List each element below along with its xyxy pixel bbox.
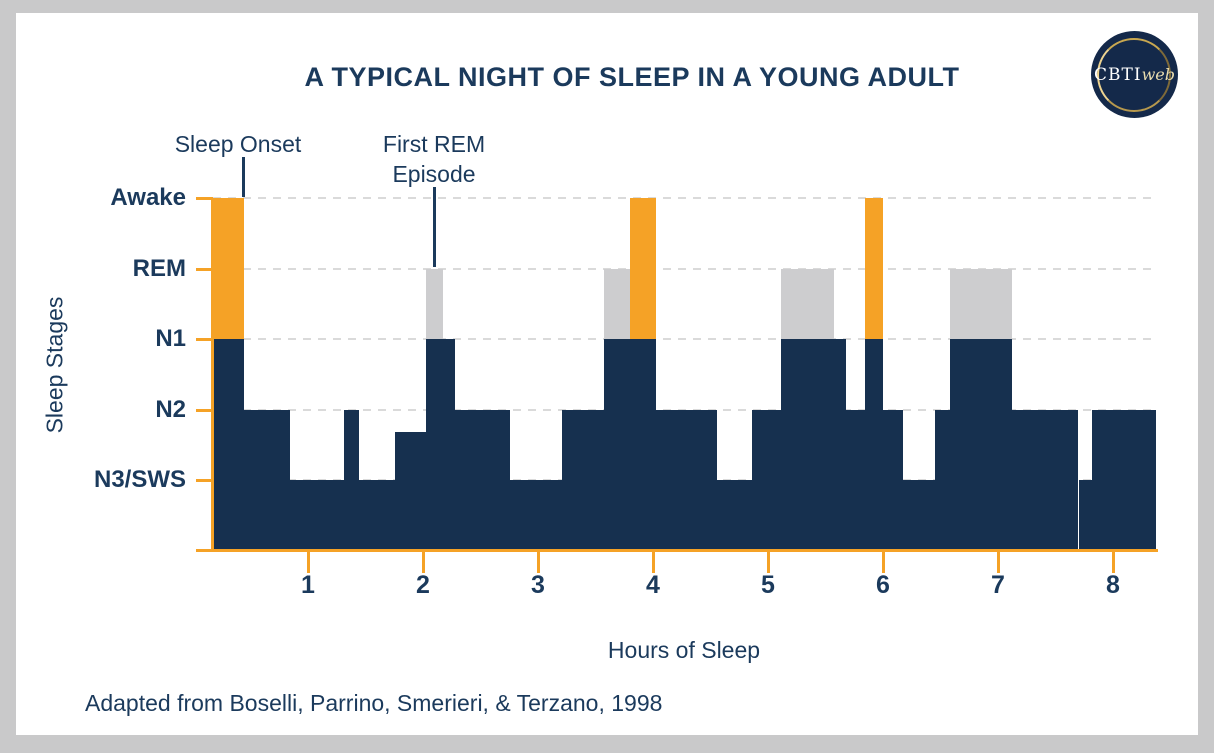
- chart-title: A TYPICAL NIGHT OF SLEEP IN A YOUNG ADUL…: [304, 62, 960, 92]
- x-tick: [767, 551, 770, 573]
- sleep-depth-segment: [780, 339, 847, 551]
- y-tick: [196, 408, 213, 412]
- sleep-depth-segment: [1092, 409, 1156, 551]
- annotation-first-rem-line1: First REM: [382, 131, 486, 157]
- y-tick: [196, 338, 213, 342]
- hour-label: 5: [761, 571, 775, 599]
- awake-episode-bar: [864, 198, 883, 340]
- stage-label: N3/SWS: [93, 466, 186, 494]
- sleep-depth-segment: [751, 409, 781, 551]
- annotation-sleep-onset-line: [242, 157, 245, 197]
- sleep-depth-segment: [603, 339, 657, 551]
- y-tick: [196, 479, 213, 483]
- x-tick: [1112, 551, 1115, 573]
- gridline: [213, 338, 1155, 341]
- sleep-depth-segment: [395, 432, 427, 551]
- sleep-depth-segment: [1078, 480, 1093, 551]
- x-tick: [422, 551, 425, 573]
- awake-episode-bar: [212, 198, 244, 340]
- y-axis-title: Sleep Stages: [41, 296, 68, 434]
- sleep-depth-segment: [243, 409, 290, 551]
- sleep-depth-segment: [562, 409, 604, 551]
- x-tick: [537, 551, 540, 573]
- rem-episode-bar: [603, 268, 630, 340]
- x-axis-line: [196, 549, 1158, 552]
- hour-label: 2: [416, 571, 430, 599]
- sleep-depth-segment: [656, 409, 718, 551]
- hour-label: 3: [531, 571, 545, 599]
- stage-label: N2: [155, 395, 186, 423]
- awake-episode-bar: [630, 198, 657, 340]
- annotation-first-rem: First REM Episode: [334, 129, 534, 189]
- sleep-depth-segment: [902, 480, 935, 551]
- x-tick: [307, 551, 310, 573]
- sleep-depth-segment: [883, 409, 903, 551]
- y-axis-line: [211, 198, 214, 551]
- y-tick: [196, 267, 213, 271]
- sleep-depth-segment: [510, 480, 563, 551]
- hour-label: 6: [876, 571, 890, 599]
- logo-text-main: CBTI: [1094, 64, 1142, 85]
- y-tick: [196, 197, 213, 200]
- hour-label: 1: [301, 571, 315, 599]
- stage-label: Awake: [110, 184, 186, 211]
- sleep-depth-segment: [289, 480, 344, 551]
- hour-label: 7: [991, 571, 1005, 599]
- sleep-depth-segment: [358, 480, 396, 551]
- logo-text: CBTIweb: [1094, 65, 1175, 85]
- sleep-depth-segment: [455, 409, 511, 551]
- x-tick: [997, 551, 1000, 573]
- gridline: [213, 267, 1155, 270]
- stage-label: REM: [132, 254, 186, 282]
- logo-ring-icon: [1097, 38, 1171, 112]
- sleep-depth-segment: [846, 409, 865, 551]
- sleep-depth-segment: [1011, 409, 1079, 551]
- sleep-depth-segment: [934, 409, 950, 551]
- attribution: Adapted from Boselli, Parrino, Smerieri,…: [85, 690, 663, 716]
- rem-episode-bar: [780, 268, 834, 340]
- sleep-depth-segment: [717, 480, 752, 551]
- rem-episode-bar: [949, 268, 1012, 340]
- gridline: [213, 197, 1155, 199]
- x-axis-title: Hours of Sleep: [607, 637, 761, 663]
- sleep-depth-segment: [212, 339, 244, 551]
- x-tick: [882, 551, 885, 573]
- stage-label: N1: [155, 325, 186, 353]
- annotation-first-rem-line: [433, 187, 436, 267]
- cbtiweb-logo: CBTIweb: [1091, 31, 1178, 118]
- logo-text-accent: web: [1141, 64, 1175, 84]
- annotation-first-rem-line2: Episode: [392, 161, 476, 187]
- annotation-sleep-onset: Sleep Onset: [174, 131, 302, 157]
- sleep-depth-segment: [343, 409, 359, 551]
- hour-label: 4: [646, 571, 660, 599]
- sleep-depth-segment: [864, 339, 883, 551]
- hour-label: 8: [1106, 571, 1120, 599]
- sleep-depth-segment: [426, 339, 456, 551]
- x-tick: [652, 551, 655, 573]
- sleep-depth-segment: [949, 339, 1012, 551]
- rem-episode-bar: [426, 268, 443, 340]
